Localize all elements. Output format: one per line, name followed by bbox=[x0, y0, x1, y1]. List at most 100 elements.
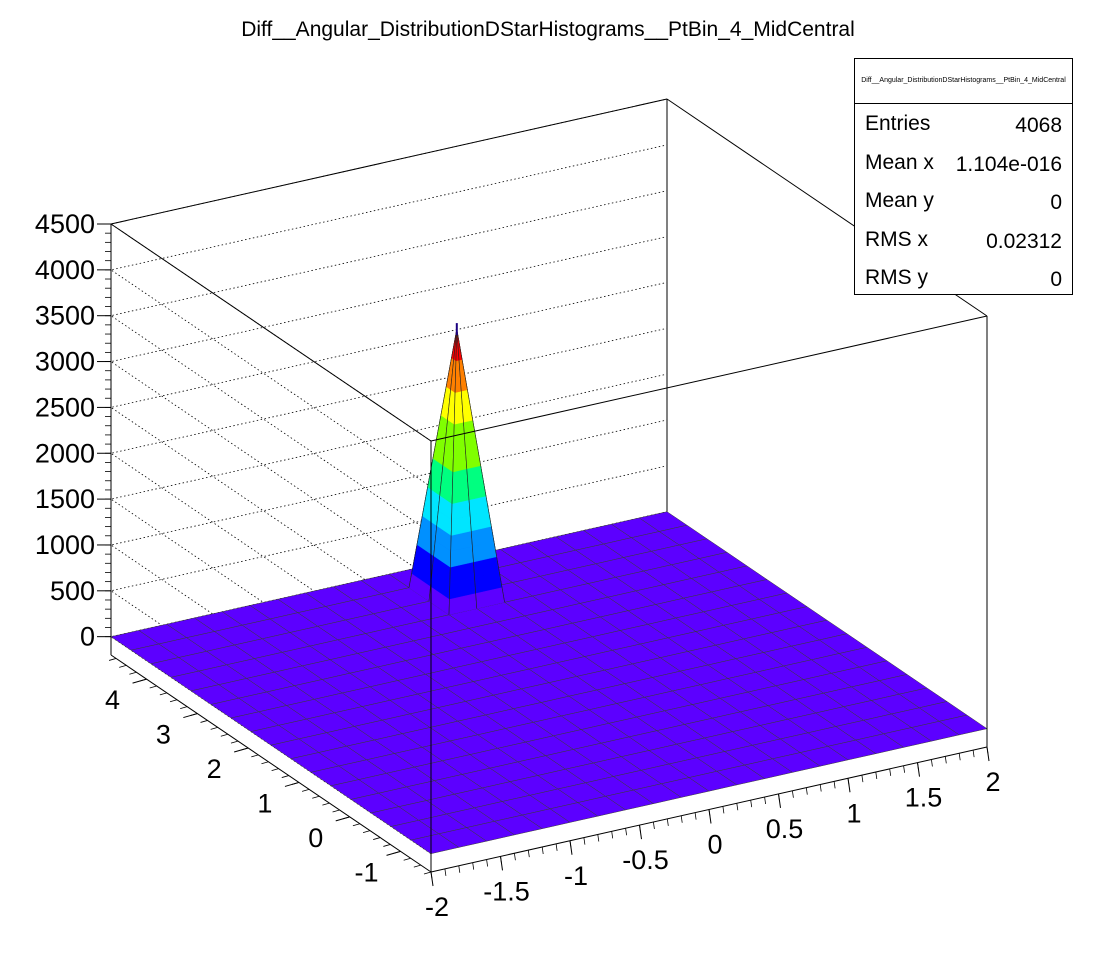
peak-band bbox=[463, 419, 476, 439]
x-minor-tick bbox=[736, 803, 739, 811]
stats-value: 0 bbox=[1050, 191, 1062, 214]
stats-label: Entries bbox=[865, 112, 931, 135]
y-minor-tick bbox=[413, 864, 421, 868]
y-minor-tick bbox=[393, 850, 401, 854]
peak-band bbox=[453, 422, 465, 441]
stats-title: Diff__Angular_DistributionDStarHistogram… bbox=[855, 59, 1072, 104]
y-minor-tick bbox=[281, 775, 289, 778]
stats-row: RMS y 0 bbox=[855, 258, 1072, 297]
x-minor-tick bbox=[541, 846, 544, 855]
y-minor-tick bbox=[301, 788, 310, 792]
x-minor-tick bbox=[694, 812, 697, 820]
x-minor-tick bbox=[444, 868, 447, 876]
y-minor-tick bbox=[251, 754, 259, 758]
y-minor-tick bbox=[129, 671, 137, 675]
x-minor-tick bbox=[986, 746, 989, 755]
y-minor-tick bbox=[241, 747, 249, 751]
z-tick-label: 2500 bbox=[35, 392, 95, 422]
y-tick-label: 3 bbox=[156, 720, 171, 750]
surface bbox=[110, 323, 988, 854]
y-minor-tick bbox=[108, 658, 117, 661]
stats-row: Mean y 0 bbox=[855, 181, 1072, 220]
y-tick-label: 0 bbox=[308, 823, 323, 853]
y-tick-label: -1 bbox=[355, 857, 379, 887]
y-minor-tick bbox=[423, 871, 432, 875]
z-grid-line bbox=[110, 98, 668, 442]
y-minor-tick bbox=[190, 713, 198, 716]
y-minor-tick bbox=[271, 768, 279, 772]
stats-row: Mean x 1.104e-016 bbox=[855, 143, 1072, 182]
x-tick-label: 2 bbox=[985, 767, 1000, 797]
frame-back bbox=[110, 98, 988, 655]
z-tick-label: 1500 bbox=[35, 484, 95, 514]
stats-value: 1.104e-016 bbox=[955, 152, 1062, 176]
y-minor-tick bbox=[149, 685, 157, 689]
peak-band bbox=[453, 437, 466, 457]
y-minor-tick bbox=[312, 795, 320, 799]
peak-band bbox=[453, 406, 464, 425]
x-minor-tick bbox=[875, 771, 878, 780]
stats-value: 0.02312 bbox=[986, 229, 1062, 253]
x-tick-label: 1 bbox=[846, 798, 861, 828]
x-minor-tick bbox=[653, 821, 655, 830]
z-tick-label: 0 bbox=[80, 622, 95, 652]
x-tick-label: -1 bbox=[564, 861, 588, 891]
x-minor-tick bbox=[611, 831, 614, 839]
x-minor-tick bbox=[903, 765, 905, 773]
y-minor-tick bbox=[373, 837, 381, 840]
frame-edge bbox=[110, 98, 668, 225]
y-minor-tick bbox=[383, 844, 391, 847]
x-minor-tick bbox=[722, 806, 725, 814]
x-minor-tick bbox=[500, 856, 502, 864]
y-minor-tick bbox=[180, 706, 188, 710]
y-minor-tick bbox=[169, 699, 178, 703]
x-minor-tick bbox=[583, 837, 586, 845]
x-minor-tick bbox=[931, 759, 933, 767]
y-minor-tick bbox=[139, 678, 147, 682]
axis-tick-labels: 0 500 1000 1500 2000 2500 3000 3500 4000 4500 -2 -1… bbox=[35, 209, 1001, 922]
x-minor-tick bbox=[778, 793, 780, 801]
y-minor-tick bbox=[220, 733, 228, 737]
chart-title: Diff__Angular_DistributionDStarHistogram… bbox=[241, 18, 855, 41]
z-tick-label: 3000 bbox=[35, 347, 95, 377]
z-grid-line bbox=[110, 144, 668, 488]
y-minor-tick bbox=[159, 692, 167, 696]
x-minor-tick bbox=[666, 818, 669, 826]
stats-label: Mean x bbox=[865, 150, 934, 174]
stats-label: RMS x bbox=[865, 227, 928, 251]
frame-edge bbox=[430, 315, 988, 442]
y-minor-tick bbox=[342, 816, 350, 820]
stats-row: Entries 4068 bbox=[855, 104, 1072, 143]
x-minor-tick bbox=[958, 753, 961, 761]
y-minor-tick bbox=[332, 809, 340, 813]
x-minor-tick bbox=[555, 843, 558, 851]
y-tick-label: 2 bbox=[207, 754, 222, 784]
x-minor-tick bbox=[458, 865, 461, 873]
y-minor-tick bbox=[322, 802, 330, 806]
z-grid-line bbox=[110, 236, 668, 579]
x-minor-tick bbox=[486, 859, 488, 867]
x-minor-tick bbox=[472, 862, 475, 870]
x-minor-tick bbox=[597, 834, 600, 842]
y-minor-tick bbox=[352, 823, 360, 827]
frame-edge bbox=[110, 223, 432, 442]
x-minor-tick bbox=[569, 840, 572, 848]
axis-ticks bbox=[97, 223, 990, 887]
y-minor-tick bbox=[230, 740, 239, 744]
stats-row: RMS x 0.02312 bbox=[855, 220, 1072, 259]
x-tick-label: 0.5 bbox=[766, 814, 804, 844]
x-minor-tick bbox=[514, 853, 516, 861]
stats-label: RMS y bbox=[865, 266, 928, 289]
stats-label: Mean y bbox=[865, 189, 934, 212]
stats-value: 4068 bbox=[1015, 114, 1062, 137]
y-tick-label: 1 bbox=[257, 788, 272, 818]
y-tick-label: 4 bbox=[105, 685, 120, 715]
z-grid-line bbox=[110, 282, 668, 625]
x-minor-tick bbox=[527, 850, 530, 858]
x-minor-tick bbox=[819, 784, 822, 792]
x-tick-label: 0 bbox=[707, 830, 722, 860]
stats-box: Diff__Angular_DistributionDStarHistogram… bbox=[854, 58, 1073, 295]
x-minor-tick bbox=[708, 809, 711, 817]
x-minor-tick bbox=[430, 871, 433, 880]
